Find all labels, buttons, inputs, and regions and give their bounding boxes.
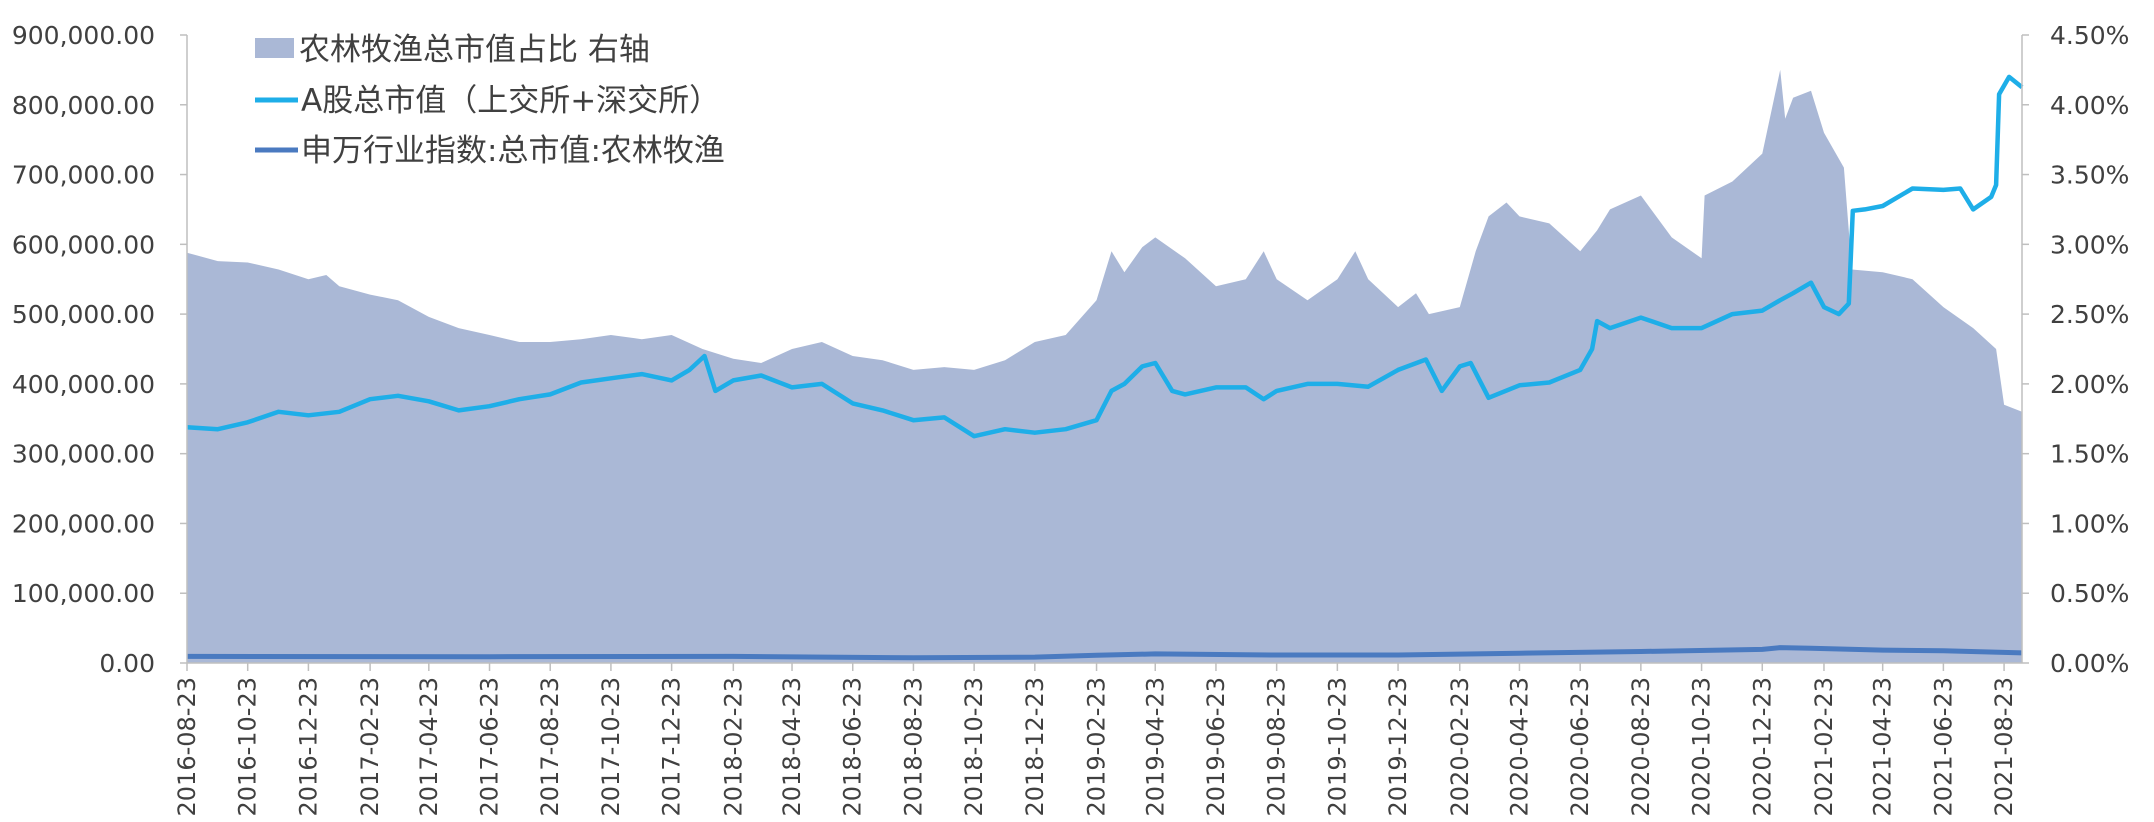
x-tick-label: 2018-12-23 bbox=[1021, 677, 1049, 816]
y-right-tick-label: 1.00% bbox=[2050, 509, 2129, 538]
x-tick-label: 2019-06-23 bbox=[1202, 677, 1230, 816]
y-left-tick-label: 600,000.00 bbox=[12, 230, 155, 259]
y-left-tick-label: 100,000.00 bbox=[12, 579, 155, 608]
axes-layer: 0.00 100,000.00 200,000.00 300,000.00 400,00… bbox=[12, 21, 2130, 816]
y-left-tick-label: 0.00 bbox=[99, 649, 155, 678]
x-tick-label: 2017-10-23 bbox=[597, 677, 625, 816]
x-tick-label: 2019-04-23 bbox=[1141, 677, 1169, 816]
line-series-layer bbox=[186, 74, 2024, 661]
x-tick-label: 2019-10-23 bbox=[1323, 677, 1351, 816]
x-tick-label: 2020-10-23 bbox=[1688, 677, 1716, 816]
x-tick-label: 2018-02-23 bbox=[719, 677, 747, 816]
x-tick-label: 2016-08-23 bbox=[173, 677, 201, 816]
x-tick-label: 2021-06-23 bbox=[1929, 677, 1957, 816]
y-right-tick-label: 1.50% bbox=[2050, 440, 2129, 469]
y-right-tick-label: 2.50% bbox=[2050, 300, 2129, 329]
x-tick-label: 2019-08-23 bbox=[1263, 677, 1291, 816]
legend-label: 农林牧渔总市值占比 右轴 bbox=[299, 32, 650, 68]
x-tick-label: 2021-02-23 bbox=[1810, 677, 1838, 816]
x-tick-label: 2019-12-23 bbox=[1384, 677, 1412, 816]
area-series-agri-share bbox=[187, 69, 2022, 663]
x-tick-label: 2018-06-23 bbox=[839, 677, 867, 816]
x-tick-label: 2017-02-23 bbox=[356, 677, 384, 816]
x-tick-label: 2016-12-23 bbox=[294, 677, 322, 816]
y-right-tick-label: 2.00% bbox=[2050, 370, 2129, 399]
legend-label: A股总市值（上交所+深交所） bbox=[301, 83, 720, 119]
y-right-tick-label: 3.50% bbox=[2050, 161, 2129, 190]
line-series-sw-agri-total-cap bbox=[186, 645, 2023, 661]
y-right-tick-label: 4.50% bbox=[2050, 21, 2129, 50]
x-tick-label: 2016-10-23 bbox=[234, 677, 262, 816]
x-tick-label: 2017-04-23 bbox=[415, 677, 443, 816]
x-tick-label: 2018-08-23 bbox=[899, 677, 927, 816]
x-tick-label: 2020-06-23 bbox=[1566, 677, 1594, 816]
y-left-tick-label: 200,000.00 bbox=[12, 509, 155, 538]
y-right-tick-label: 4.00% bbox=[2050, 91, 2129, 120]
y-left-tick-label: 400,000.00 bbox=[12, 370, 155, 399]
y-left-tick-label: 700,000.00 bbox=[12, 161, 155, 190]
y-right-tick-label: 0.00% bbox=[2050, 649, 2129, 678]
y-left-tick-label: 300,000.00 bbox=[12, 440, 155, 469]
x-tick-label: 2019-02-23 bbox=[1083, 677, 1111, 816]
y-right-tick-label: 0.50% bbox=[2050, 579, 2129, 608]
area-series-layer bbox=[187, 69, 2022, 663]
x-tick-label: 2020-08-23 bbox=[1627, 677, 1655, 816]
x-tick-label: 2017-12-23 bbox=[658, 677, 686, 816]
legend-label: 申万行业指数:总市值:农林牧渔 bbox=[301, 133, 725, 169]
x-tick-label: 2017-08-23 bbox=[536, 677, 564, 816]
line-series-a-share-total-cap bbox=[186, 74, 2024, 439]
y-left-tick-label: 500,000.00 bbox=[12, 300, 155, 329]
x-tick-label: 2020-04-23 bbox=[1506, 677, 1534, 816]
x-tick-label: 2020-12-23 bbox=[1748, 677, 1776, 816]
x-tick-label: 2018-10-23 bbox=[960, 677, 988, 816]
legend: 农林牧渔总市值占比 右轴 A股总市值（上交所+深交所） 申万行业指数:总市值:农林牧… bbox=[255, 32, 725, 169]
x-tick-label: 2020-02-23 bbox=[1446, 677, 1474, 816]
y-left-tick-label: 900,000.00 bbox=[12, 21, 155, 50]
y-right-tick-label: 3.00% bbox=[2050, 230, 2129, 259]
y-left-tick-label: 800,000.00 bbox=[12, 91, 155, 120]
legend-swatch-area bbox=[255, 38, 294, 58]
x-tick-label: 2021-04-23 bbox=[1869, 677, 1897, 816]
x-tick-label: 2017-06-23 bbox=[476, 677, 504, 816]
x-tick-label: 2018-04-23 bbox=[778, 677, 806, 816]
x-tick-label: 2021-08-23 bbox=[1990, 677, 2018, 816]
